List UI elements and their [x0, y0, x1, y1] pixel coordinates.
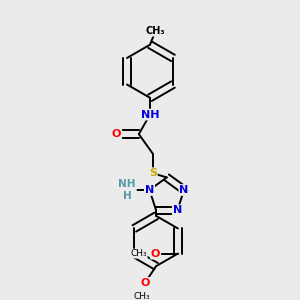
Text: O: O: [112, 129, 121, 139]
Text: CH₃: CH₃: [130, 249, 147, 258]
Text: N: N: [145, 185, 154, 195]
Text: CH₃: CH₃: [134, 292, 150, 300]
Text: N: N: [173, 205, 182, 215]
Text: S: S: [149, 168, 157, 178]
Text: O: O: [151, 249, 160, 259]
Text: CH₃: CH₃: [146, 26, 165, 36]
Text: NH
H: NH H: [118, 179, 136, 201]
Text: O: O: [140, 278, 150, 288]
Text: NH: NH: [141, 110, 159, 120]
Text: N: N: [179, 185, 189, 195]
